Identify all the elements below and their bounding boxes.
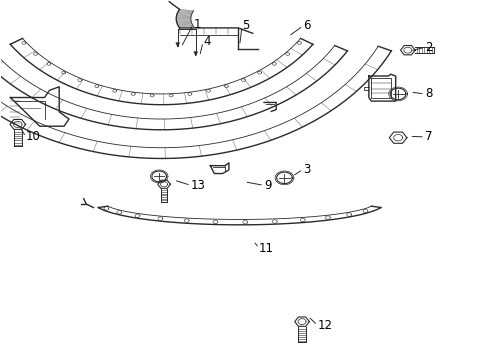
- Text: 9: 9: [264, 179, 271, 192]
- Text: 2: 2: [424, 41, 431, 54]
- Text: 6: 6: [303, 19, 310, 32]
- Text: 7: 7: [424, 130, 431, 144]
- Text: 13: 13: [190, 179, 205, 192]
- Text: 4: 4: [203, 35, 210, 49]
- Text: 3: 3: [303, 163, 310, 176]
- Text: 8: 8: [424, 87, 431, 100]
- Text: 1: 1: [193, 18, 201, 31]
- Text: 5: 5: [242, 19, 249, 32]
- Text: 12: 12: [317, 319, 332, 332]
- Text: 11: 11: [259, 242, 274, 255]
- Text: 10: 10: [26, 130, 41, 144]
